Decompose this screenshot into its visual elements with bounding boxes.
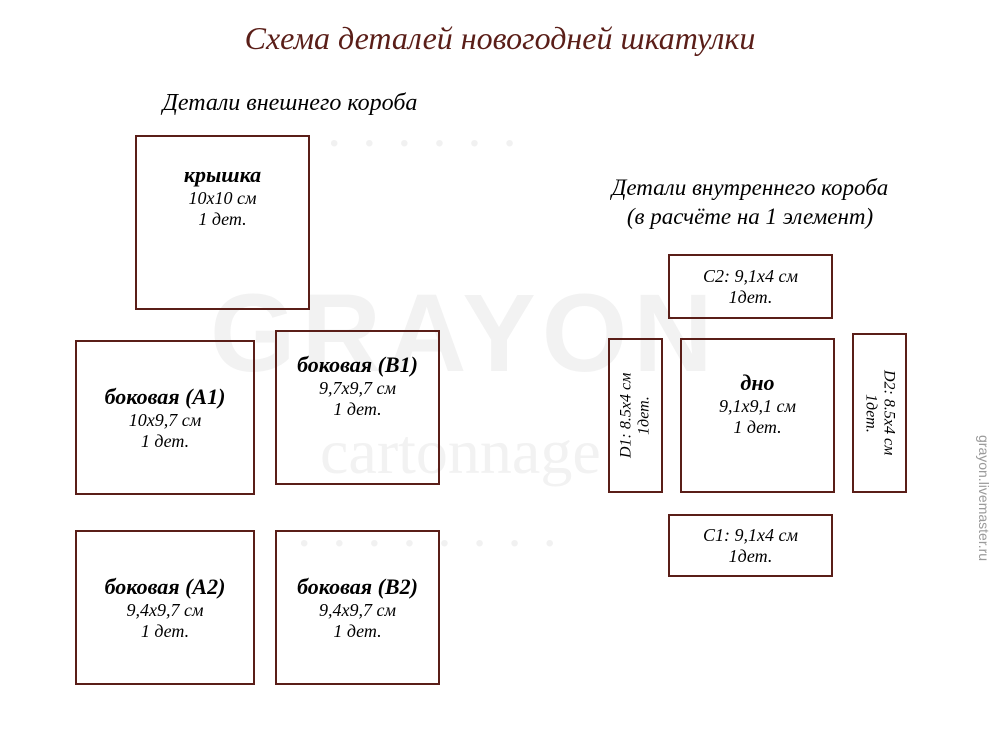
box-a2-dims: 9,4x9,7 см bbox=[127, 600, 204, 621]
box-c1-text: С1: 9,1x4 см bbox=[703, 525, 798, 546]
box-c1-count: 1дет. bbox=[729, 546, 773, 567]
watermark-dots: • • • • • • bbox=[330, 130, 524, 158]
box-bottom-name: дно bbox=[740, 370, 774, 396]
box-a2: боковая (А2) 9,4x9,7 см 1 дет. bbox=[75, 530, 255, 685]
box-bottom-dims: 9,1x9,1 см bbox=[719, 396, 796, 417]
watermark-url: grayon.livemaster.ru bbox=[976, 435, 992, 561]
right-title-line2: (в расчёте на 1 элемент) bbox=[627, 204, 873, 229]
box-a1-count: 1 дет. bbox=[141, 431, 189, 452]
box-b2-count: 1 дет. bbox=[333, 621, 381, 642]
box-d1-text: D1: 8.5x4 см bbox=[618, 373, 636, 458]
box-lid-dims: 10x10 см bbox=[189, 188, 257, 209]
box-a1: боковая (А1) 10x9,7 см 1 дет. bbox=[75, 340, 255, 495]
right-title-line1: Детали внутреннего короба bbox=[612, 175, 889, 200]
box-b1-count: 1 дет. bbox=[333, 399, 381, 420]
box-b2: боковая (В2) 9,4x9,7 см 1 дет. bbox=[275, 530, 440, 685]
box-d1-count: 1дет. bbox=[636, 396, 654, 435]
box-b2-dims: 9,4x9,7 см bbox=[319, 600, 396, 621]
box-lid-name: крышка bbox=[184, 162, 261, 188]
box-c1: С1: 9,1x4 см 1дет. bbox=[668, 514, 833, 577]
page-title: Схема деталей новогодней шкатулки bbox=[0, 20, 1000, 57]
box-a1-name: боковая (А1) bbox=[105, 384, 226, 410]
box-d2: D2: 8.5x4 см 1дет. bbox=[852, 333, 907, 493]
box-b2-name: боковая (В2) bbox=[297, 574, 418, 600]
box-c2: С2: 9,1x4 см 1дет. bbox=[668, 254, 833, 319]
box-d2-count: 1дет. bbox=[862, 394, 880, 433]
box-a2-name: боковая (А2) bbox=[105, 574, 226, 600]
left-section-title: Детали внешнего короба bbox=[130, 90, 450, 117]
box-a2-count: 1 дет. bbox=[141, 621, 189, 642]
box-bottom: дно 9,1x9,1 см 1 дет. bbox=[680, 338, 835, 493]
box-d1: D1: 8.5x4 см 1дет. bbox=[608, 338, 663, 493]
box-c2-text: С2: 9,1x4 см bbox=[703, 266, 798, 287]
box-b1-dims: 9,7x9,7 см bbox=[319, 378, 396, 399]
box-bottom-count: 1 дет. bbox=[733, 417, 781, 438]
box-lid: крышка 10x10 см 1 дет. bbox=[135, 135, 310, 310]
box-a1-dims: 10x9,7 см bbox=[129, 410, 201, 431]
box-b1-name: боковая (В1) bbox=[297, 352, 418, 378]
box-b1: боковая (В1) 9,7x9,7 см 1 дет. bbox=[275, 330, 440, 485]
right-section-title: Детали внутреннего короба (в расчёте на … bbox=[560, 174, 940, 232]
box-lid-count: 1 дет. bbox=[198, 209, 246, 230]
box-c2-count: 1дет. bbox=[729, 287, 773, 308]
box-d2-text: D2: 8.5x4 см bbox=[880, 370, 898, 455]
